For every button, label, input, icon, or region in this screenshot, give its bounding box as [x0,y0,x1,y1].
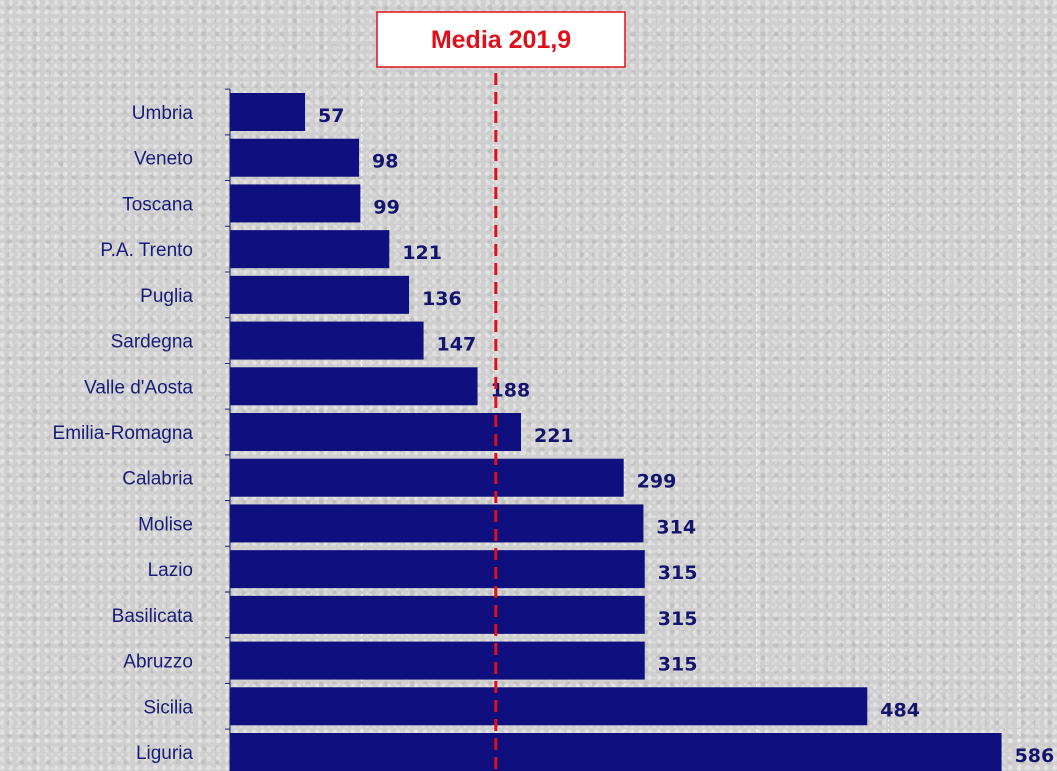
data-label: 484 [880,699,920,721]
category-label: Lazio [148,560,193,581]
category-label: Toscana [122,194,193,215]
data-label: 121 [402,242,442,264]
bar [230,367,478,406]
data-label: 315 [658,608,698,630]
data-label: 586 [1015,745,1055,767]
value-labels: 57 98 99 121 136 147 188 221 299 314 315 315 315 484 5… [318,105,1054,767]
bar [230,138,360,177]
category-label: Abruzzo [123,652,193,673]
mean-label: Media 201,9 [431,26,571,54]
bar [230,413,521,451]
bar [230,733,1002,771]
mean-label-box [376,11,626,68]
category-label: Umbria [132,103,194,124]
category-label: Emilia-Romagna [53,423,194,444]
category-label: Puglia [140,286,193,307]
bar [230,93,306,131]
mean-annotation: Media 201,9 [376,11,626,771]
bar [230,504,644,543]
category-label: Basilicata [112,606,194,627]
data-label: 315 [658,562,698,584]
category-label: P.A. Trento [100,240,193,261]
category-label: Veneto [134,149,193,170]
bar [230,687,868,726]
y-axis [225,88,231,771]
category-label: Sardegna [111,332,194,353]
data-label: 299 [637,471,677,493]
bar [230,458,624,497]
category-label: Liguria [136,743,193,764]
bar [230,184,361,223]
category-label: Calabria [122,469,193,490]
data-label: 188 [491,379,531,401]
data-label: 147 [437,334,477,356]
category-label: Valle d'Aosta [84,377,193,398]
bar [230,230,390,269]
bar [230,595,645,634]
bar [230,550,645,589]
data-label: 99 [373,196,399,218]
data-label: 315 [658,654,698,676]
bars [230,93,1002,771]
data-label: 221 [534,425,574,447]
category-label: Sicilia [143,697,193,718]
data-label: 57 [318,105,344,127]
data-label: 314 [656,516,696,538]
category-label: Molise [138,514,193,535]
bar [230,641,645,680]
data-label: 98 [372,151,398,173]
bar [230,321,424,360]
bar [230,275,410,314]
data-label: 136 [422,288,462,310]
category-labels: Umbria Veneto Toscana P.A. Trento Puglia Sard… [53,103,194,764]
